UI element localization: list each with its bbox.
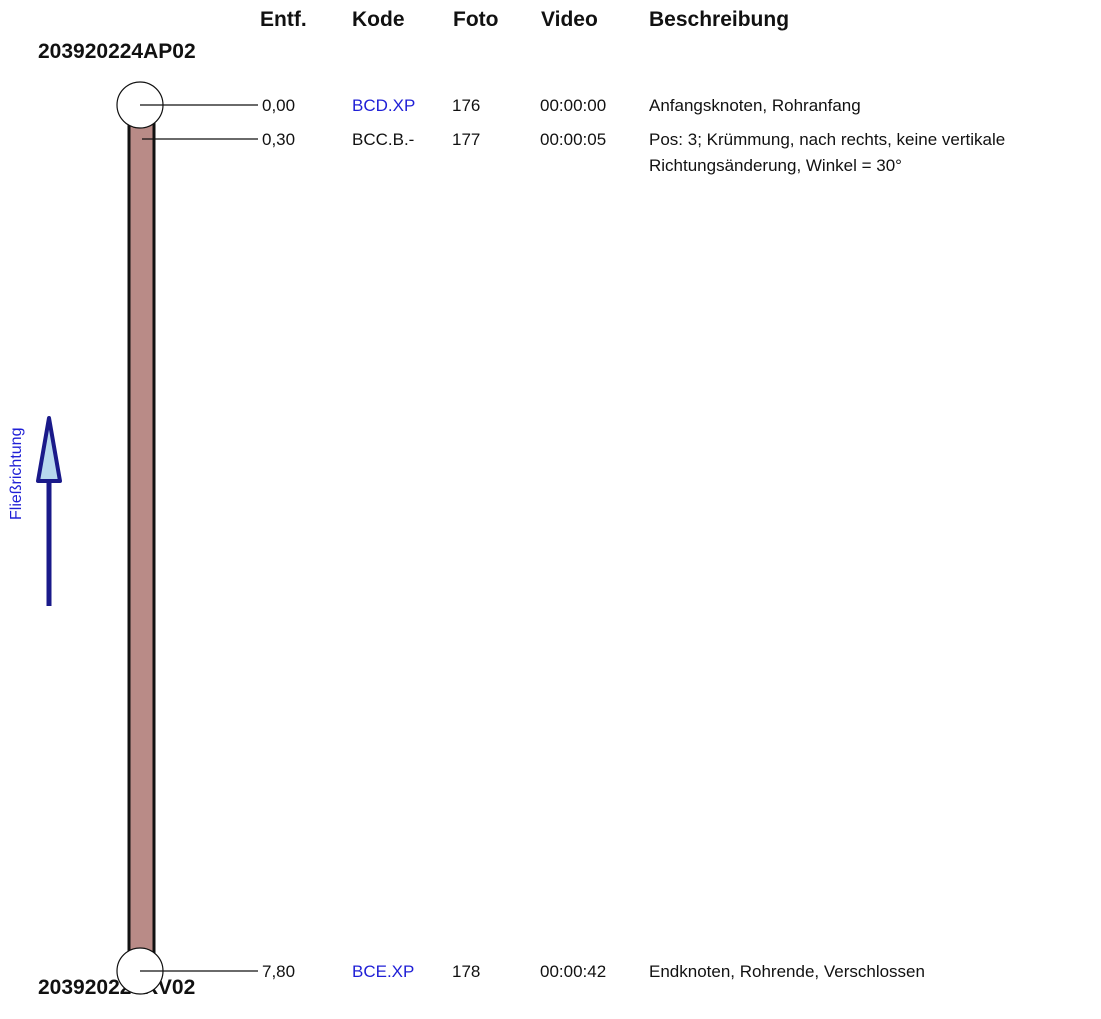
row-3-distance: 7,80 bbox=[262, 962, 296, 981]
pipe-body bbox=[127, 106, 156, 973]
row-3-photo: 178 bbox=[452, 962, 481, 981]
row-2-code: BCC.B.- bbox=[352, 130, 415, 149]
header-description: Beschreibung bbox=[649, 8, 790, 31]
header-photo: Foto bbox=[453, 8, 499, 31]
row-1-distance: 0,00 bbox=[262, 96, 296, 115]
flow-arrow-head-icon bbox=[36, 416, 62, 483]
row-1-video: 00:00:00 bbox=[540, 96, 607, 115]
row-2-distance: 0,30 bbox=[262, 130, 296, 149]
header-code: Kode bbox=[352, 8, 405, 31]
row-1-code[interactable]: BCD.XP bbox=[352, 96, 416, 115]
header-distance: Entf. bbox=[260, 8, 307, 31]
row-2-description-line-2: Richtungsänderung, Winkel = 30° bbox=[649, 156, 902, 175]
row-2-photo: 177 bbox=[452, 130, 481, 149]
row-1-photo: 176 bbox=[452, 96, 481, 115]
row-1-description: Anfangsknoten, Rohranfang bbox=[649, 96, 861, 115]
row-3-code[interactable]: BCE.XP bbox=[352, 962, 415, 981]
start-node-label: 203920224AP02 bbox=[38, 40, 196, 63]
row-2-description: Pos: 3; Krümmung, nach rechts, keine ver… bbox=[649, 130, 1006, 149]
flow-direction-label: Fließrichtung bbox=[8, 427, 25, 520]
row-2-video: 00:00:05 bbox=[540, 130, 607, 149]
row-3-video: 00:00:42 bbox=[540, 962, 607, 981]
header-video: Video bbox=[541, 8, 598, 31]
row-3-description: Endknoten, Rohrende, Verschlossen bbox=[649, 962, 925, 981]
